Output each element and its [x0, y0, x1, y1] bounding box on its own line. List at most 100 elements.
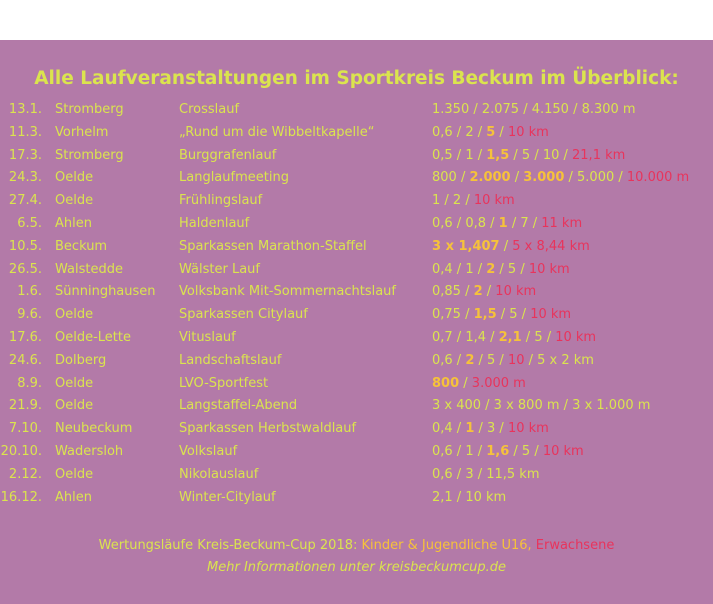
event-name: Sparkassen Citylauf [179, 307, 308, 323]
event-name: Sparkassen Herbstwaldlauf [179, 421, 357, 437]
event-row: 9.6. Oelde Sparkassen Citylauf 0,75 / 1,5 /… [0, 307, 713, 329]
event-distances: 0,4 / 1 / 3 / 10 km [432, 421, 549, 436]
distance-segment: / [499, 238, 513, 254]
event-distances: 0,6 / 3 / 11,5 km [432, 467, 540, 482]
event-place: Oelde [55, 170, 94, 186]
event-date: 16.12. [0, 489, 42, 505]
event-place: Stromberg [55, 147, 124, 163]
distance-segment: 0,6 / 2 / [432, 124, 487, 140]
event-distances: 3 x 1,407 / 5 x 8,44 km [432, 239, 590, 254]
event-place: Beckum [55, 238, 108, 254]
distance-segment: 0,85 / [432, 284, 474, 300]
distance-segment: 11 km [541, 216, 583, 231]
event-place: Oelde [55, 193, 94, 209]
event-row: 16.12. Ahlen Winter-Citylauf 2,1 / 10 km [0, 490, 713, 512]
distance-segment: 800 [432, 375, 460, 391]
event-date: 10.5. [8, 238, 42, 254]
event-date: 8.9. [17, 375, 42, 391]
event-distances: 0,4 / 1 / 2 / 5 / 10 km [432, 262, 570, 277]
event-name: Winter-Citylauf [179, 489, 276, 505]
distance-segment: 3 x 1,407 [432, 238, 500, 254]
event-date: 9.6. [17, 307, 42, 323]
event-distances: 1.350 / 2.075 / 4.150 / 8.300 m [432, 102, 636, 117]
event-name: Volkslauf [179, 444, 238, 459]
distance-segment: 0,7 / 1,4 / [432, 330, 499, 345]
distance-segment: 2 [486, 261, 496, 277]
distance-segment: 10 km [542, 444, 584, 459]
distance-segment: / 5 / [495, 261, 529, 277]
event-place: Neubeckum [55, 421, 133, 437]
event-row: 17.3. Stromberg Burggrafenlauf 0,5 / 1 / 1,… [0, 148, 713, 170]
event-date: 6.5. [17, 216, 42, 231]
event-row: 6.5. Ahlen Haldenlauf 0,6 / 0,8 / 1 / 7 / 1… [0, 216, 713, 238]
distance-segment: 5 x 8,44 km [512, 238, 590, 254]
distance-segment: / [495, 124, 508, 140]
event-place: Wadersloh [55, 444, 124, 459]
distance-segment: 1,5 [473, 307, 497, 323]
event-date: 24.3. [8, 170, 42, 186]
distance-segment: / [482, 284, 496, 300]
distance-segment: 3.000 [523, 170, 565, 186]
event-distances: 0,85 / 2 / 10 km [432, 284, 536, 299]
distance-segment: / 5 x 2 km [524, 352, 594, 368]
event-row: 2.12. Oelde Nikolauslauf 0,6 / 3 / 11,5 km [0, 467, 713, 489]
event-date: 13.1. [8, 102, 42, 117]
event-date: 27.4. [8, 193, 42, 209]
cup-info-prefix: Wertungsläufe Kreis-Beckum-Cup 2018: [98, 538, 362, 553]
distance-segment: / 5 / 10 / [509, 147, 573, 163]
event-name: Landschaftslauf [179, 352, 282, 368]
distance-segment: 3.000 m [471, 375, 526, 391]
event-place: Vorhelm [55, 124, 109, 140]
event-name: Vituslauf [179, 330, 236, 345]
event-distances: 2,1 / 10 km [432, 490, 506, 505]
event-panel: Alle Laufveranstaltungen im Sportkreis B… [0, 40, 713, 604]
event-date: 21.9. [8, 398, 42, 414]
event-distances: 0,7 / 1,4 / 2,1 / 5 / 10 km [432, 330, 596, 345]
distance-segment: 1 / 2 / [432, 193, 474, 209]
distance-segment: 21,1 km [572, 147, 626, 163]
distance-segment: 3 x 400 / 3 x 800 m / 3 x 1.000 m [432, 398, 651, 414]
distance-segment: 0,6 / 3 / 11,5 km [432, 466, 540, 482]
more-info-link[interactable]: Mehr Informationen unter kreisbeckumcup.… [207, 560, 506, 575]
event-row: 8.9. Oelde LVO-Sportfest 800 / 3.000 m [0, 376, 713, 398]
cup-info: Wertungsläufe Kreis-Beckum-Cup 2018: Kin… [0, 538, 713, 553]
event-name: Volksbank Mit-Sommernachtslauf [179, 284, 396, 300]
distance-segment: 0,4 / 1 / [432, 261, 487, 277]
event-name: Sparkassen Marathon-Staffel [179, 238, 367, 254]
distance-segment: 10 [507, 352, 525, 368]
distance-segment: / 5 / [474, 352, 508, 368]
distance-segment: / [459, 375, 472, 391]
distance-segment: / 3 / [474, 421, 508, 437]
event-distances: 0,6 / 0,8 / 1 / 7 / 11 km [432, 216, 582, 231]
distance-segment: 10 km [473, 193, 515, 209]
event-row: 21.9. Oelde Langstaffel-Abend 3 x 400 / 3 x… [0, 398, 713, 420]
distance-segment: 0,6 / 1 / [432, 444, 487, 459]
distance-segment: / [510, 170, 524, 186]
event-date: 20.10. [0, 444, 42, 459]
distance-segment: 0,5 / 1 / [432, 147, 487, 163]
event-place: Oelde [55, 375, 94, 391]
event-row: 20.10. Wadersloh Volkslauf 0,6 / 1 / 1,6 / … [0, 444, 713, 466]
distance-segment: 10 km [530, 307, 572, 323]
event-distances: 800 / 2.000 / 3.000 / 5.000 / 10.000 m [432, 170, 689, 185]
event-date: 17.3. [8, 147, 42, 163]
distance-segment: / 7 / [507, 216, 542, 231]
event-place: Oelde [55, 307, 94, 323]
event-row: 27.4. Oelde Frühlingslauf 1 / 2 / 10 km [0, 193, 713, 215]
distance-segment: 1,6 [486, 444, 510, 459]
distance-segment: 10 km [495, 284, 537, 300]
distance-segment: 0,4 / [432, 421, 466, 437]
event-place: Stromberg [55, 102, 124, 117]
event-date: 17.6. [8, 330, 42, 345]
distance-segment: 10.000 m [626, 170, 690, 186]
event-row: 13.1. Stromberg Crosslauf 1.350 / 2.075 / 4… [0, 102, 713, 124]
distance-segment: 2.000 [469, 170, 511, 186]
distance-segment: 10 km [555, 330, 597, 345]
event-distances: 0,6 / 2 / 5 / 10 / 5 x 2 km [432, 353, 594, 368]
distance-segment: 10 km [507, 421, 549, 437]
event-distances: 0,5 / 1 / 1,5 / 5 / 10 / 21,1 km [432, 148, 625, 163]
distance-segment: 5 [486, 124, 496, 140]
event-name: „Rund um die Wibbeltkapelle“ [179, 124, 375, 140]
event-date: 26.5. [8, 261, 42, 277]
event-name: Haldenlauf [179, 216, 250, 231]
